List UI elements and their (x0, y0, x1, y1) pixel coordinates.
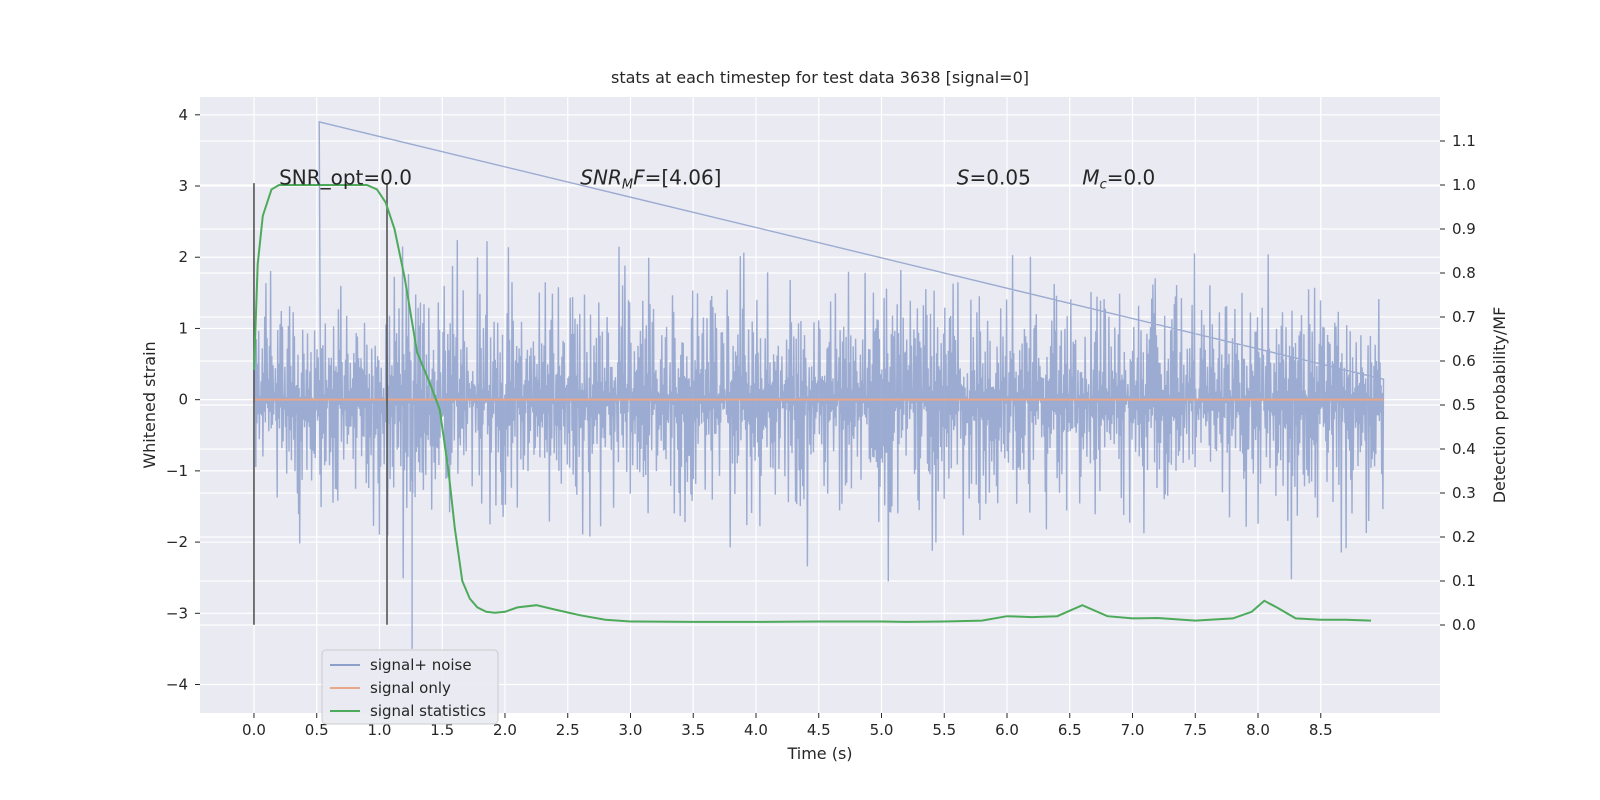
legend-label-signal-only: signal only (370, 679, 451, 697)
x-tick-label: 3.0 (619, 721, 643, 739)
y-left-tick-label: 4 (178, 106, 188, 124)
series-line-signal-noise (253, 121, 1385, 649)
y-right-tick-label: 0.9 (1452, 220, 1476, 238)
x-tick-label: 1.0 (368, 721, 392, 739)
y-left-tick-label: 1 (178, 319, 188, 337)
y-axis-right: 1.1 1.0 0.9 0.8 0.7 0.6 0.5 0.4 0.3 0.2 0.1 0.0 (1440, 132, 1476, 634)
legend: signal+ noise signal only signal statist… (321, 649, 499, 725)
annotation-snr-opt: SNR_opt=0.0 (279, 166, 412, 190)
annotation-s: S=0.05 (957, 166, 1031, 190)
y-axis-right-label: Detection probability/MF (1490, 307, 1509, 504)
x-tick-label: 6.0 (995, 721, 1019, 739)
series-line-signal-statistics (253, 184, 1372, 623)
x-tick-label: 0.0 (242, 721, 266, 739)
y-right-tick-label: 0.8 (1452, 264, 1476, 282)
x-tick-label: 2.0 (493, 721, 517, 739)
x-tick-label: 6.5 (1058, 721, 1082, 739)
y-right-tick-label: 0.4 (1452, 440, 1476, 458)
y-left-tick-label: −3 (166, 604, 188, 622)
x-tick-label: 8.0 (1246, 721, 1270, 739)
x-tick-label: 4.5 (807, 721, 831, 739)
annotation-mc: Mc=0.0 (1082, 166, 1155, 193)
x-tick-label: 3.5 (681, 721, 705, 739)
y-right-tick-label: 0.5 (1452, 396, 1476, 414)
x-tick-label: 5.0 (870, 721, 894, 739)
y-left-tick-label: −4 (166, 676, 188, 694)
y-right-tick-label: 1.0 (1452, 176, 1476, 194)
y-right-tick-label: 0.1 (1452, 572, 1476, 590)
y-left-tick-label: 2 (178, 248, 188, 266)
y-right-tick-label: 0.0 (1452, 616, 1476, 634)
legend-label-signal-noise: signal+ noise (370, 656, 472, 674)
y-left-tick-label: −1 (166, 462, 188, 480)
y-axis-left: 4 3 2 1 0 −1 −2 −3 −4 (166, 106, 200, 694)
y-right-tick-label: 1.1 (1452, 132, 1476, 150)
x-tick-label: 7.0 (1121, 721, 1145, 739)
x-tick-label: 5.5 (932, 721, 956, 739)
chart-title: stats at each timestep for test data 363… (611, 68, 1029, 87)
x-tick-label: 7.5 (1183, 721, 1207, 739)
y-right-tick-label: 0.3 (1452, 484, 1476, 502)
x-axis-label: Time (s) (786, 744, 852, 763)
y-left-tick-label: −2 (166, 533, 188, 551)
x-tick-label: 1.5 (430, 721, 454, 739)
marker-lines (253, 183, 388, 625)
series-signal-statistics (253, 184, 1372, 623)
y-right-tick-label: 0.6 (1452, 352, 1476, 370)
series-signal-noise (253, 121, 1385, 649)
y-axis-left-label: Whitened strain (140, 341, 159, 468)
y-left-tick-label: 0 (178, 391, 188, 409)
annotation-snr-mf: SNRMF=[4.06] (580, 166, 721, 193)
legend-label-signal-statistics: signal statistics (370, 702, 486, 720)
legend-box (321, 649, 499, 725)
x-tick-label: 2.5 (556, 721, 580, 739)
x-tick-label: 4.0 (744, 721, 768, 739)
x-tick-label: 0.5 (305, 721, 329, 739)
x-axis: 0.0 0.5 1.0 1.5 2.0 2.5 3.0 3.5 4.0 4.5 5.0 5.5 6.0 6… (242, 713, 1333, 739)
y-right-tick-label: 0.7 (1452, 308, 1476, 326)
y-right-tick-label: 0.2 (1452, 528, 1476, 546)
x-tick-label: 8.5 (1309, 721, 1333, 739)
y-left-tick-label: 3 (178, 177, 188, 195)
